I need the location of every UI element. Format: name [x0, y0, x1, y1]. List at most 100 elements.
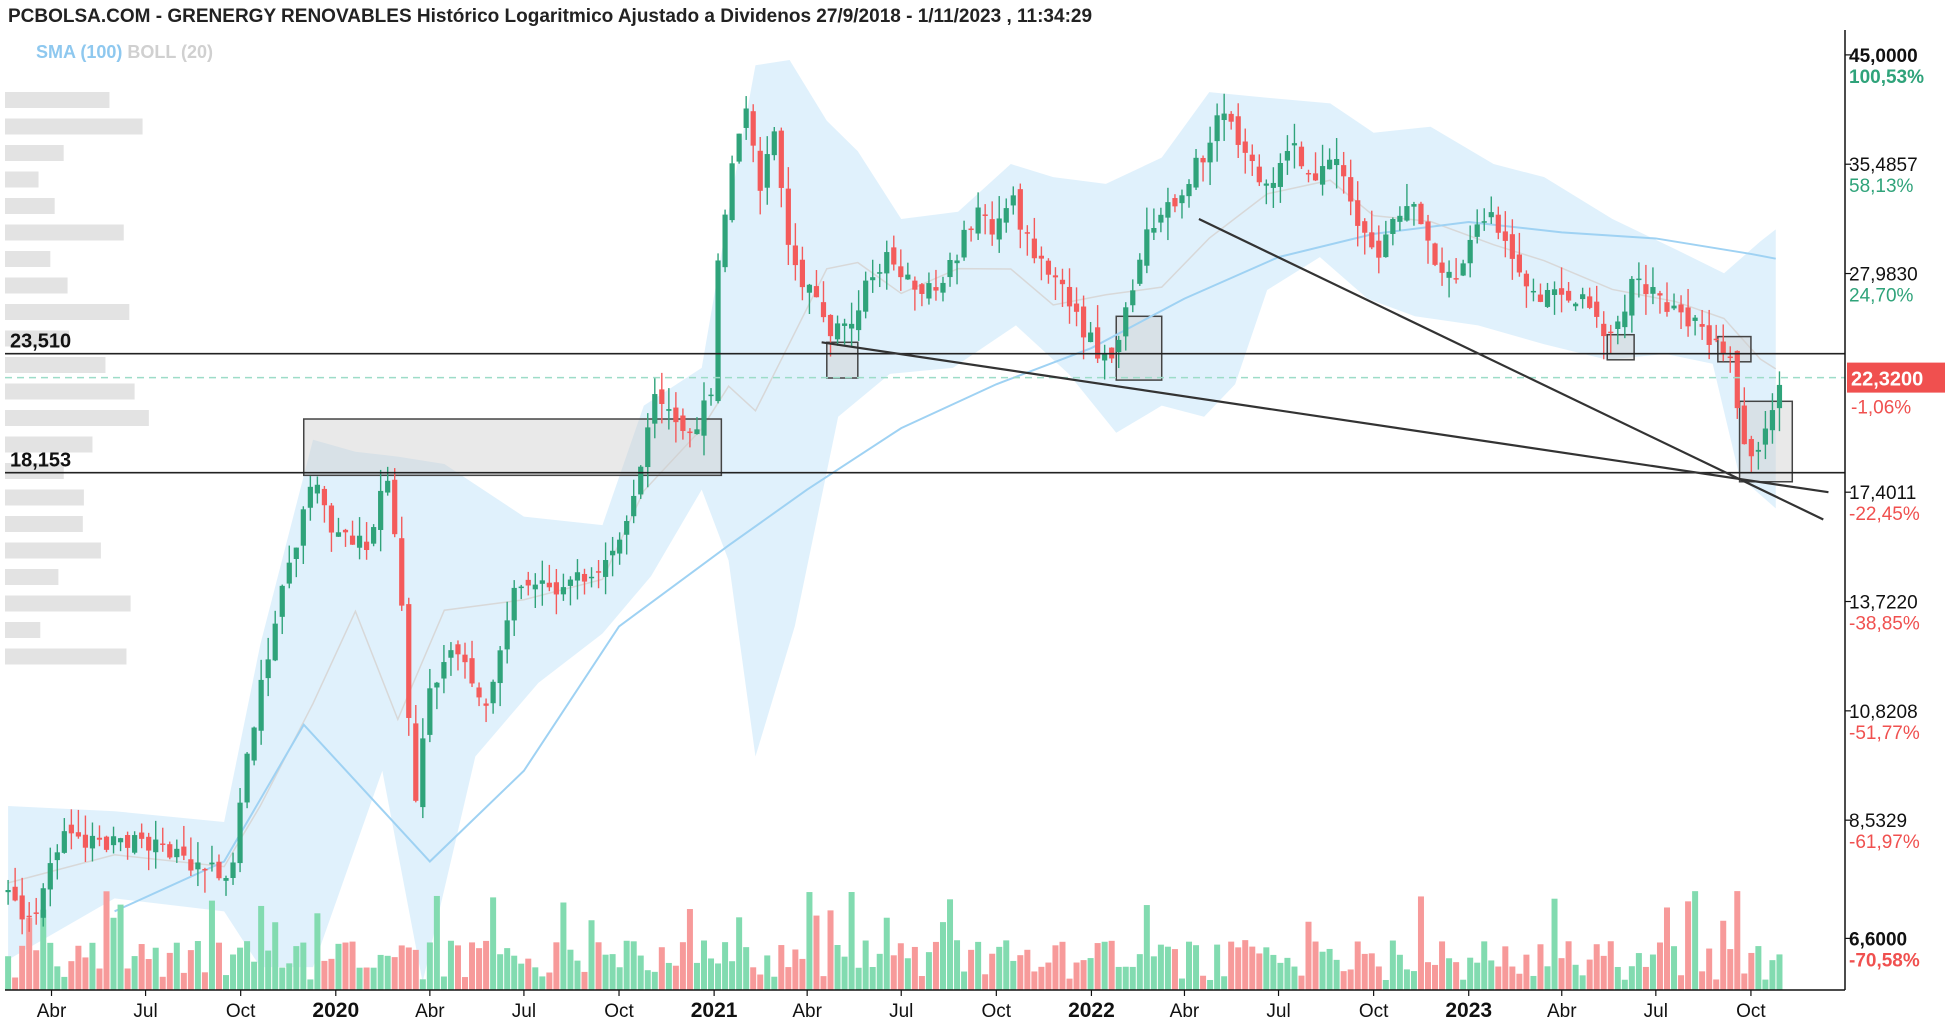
candle-body — [1397, 215, 1403, 222]
candle-body — [1116, 339, 1122, 353]
candle-body — [595, 571, 602, 573]
candle-body — [153, 839, 159, 853]
profile-bar — [5, 277, 68, 294]
volume-bar — [40, 909, 47, 990]
volume-bar — [1699, 971, 1706, 990]
candle-body — [1052, 275, 1059, 278]
candle-body — [216, 861, 222, 879]
volume-bar — [1052, 945, 1059, 990]
candle-body — [1305, 172, 1312, 175]
x-tick-label: 2021 — [691, 999, 738, 1022]
candle-body — [996, 218, 1002, 240]
candle-body — [448, 650, 454, 658]
volume-bar — [602, 954, 609, 990]
volume-bar — [342, 942, 349, 990]
volume-bar — [1572, 964, 1579, 990]
volume-bar — [1642, 966, 1649, 990]
candle-body — [877, 272, 883, 274]
candle-body — [1376, 240, 1382, 258]
trendline — [821, 341, 1829, 494]
volume-bar — [1671, 946, 1678, 990]
trendline — [1198, 218, 1824, 521]
candle-body — [441, 662, 447, 679]
candle-body — [1692, 317, 1698, 321]
volume-bar — [152, 947, 159, 990]
volume-bar — [546, 972, 553, 990]
volume-bar — [623, 940, 630, 990]
volume-bar — [1685, 901, 1692, 990]
candle-body — [1495, 214, 1501, 233]
volume-bar — [855, 967, 862, 990]
volume-bar — [771, 976, 778, 990]
candle-body — [638, 466, 644, 495]
volume-bar — [26, 917, 33, 990]
volume-bar — [1741, 973, 1748, 990]
volume-bar — [1347, 969, 1354, 990]
y-tick-pct: 100,53% — [1849, 67, 1924, 88]
candle-body — [1587, 296, 1593, 308]
candle-body — [103, 836, 110, 850]
candle-body — [1200, 157, 1206, 163]
volume-bar — [1467, 957, 1474, 990]
volume-bar — [799, 958, 806, 990]
candle-body — [61, 831, 67, 853]
candle-body — [1601, 323, 1607, 337]
y-tick-price: 17,4011 — [1849, 483, 1916, 504]
candle-body — [1565, 290, 1572, 301]
volume-bar — [869, 966, 876, 990]
candle-body — [884, 252, 890, 274]
volume-bar — [1748, 952, 1755, 990]
candle-body — [19, 895, 25, 920]
candle-body — [483, 703, 489, 706]
volume-bar — [1734, 891, 1741, 990]
volume-bar — [511, 955, 518, 990]
volume-bar — [841, 956, 848, 990]
volume-bar — [961, 971, 968, 990]
candle-body — [124, 835, 131, 848]
volume-bar — [1453, 962, 1460, 990]
candle-body — [919, 284, 925, 294]
candle-body — [645, 427, 651, 468]
volume-bar — [1284, 957, 1291, 990]
volume-bar — [932, 941, 939, 990]
candle-body — [89, 835, 96, 849]
candle-body — [1608, 331, 1614, 334]
candle-body — [610, 550, 616, 556]
candle-body — [870, 277, 876, 281]
volume-bar — [1628, 966, 1635, 990]
volume-bar — [1516, 973, 1523, 990]
volume-bar — [398, 945, 405, 990]
candle-body — [1720, 341, 1726, 354]
candle-body — [701, 400, 707, 436]
candle-body — [1319, 166, 1326, 185]
volume-bar — [925, 952, 932, 990]
volume-bar — [1600, 955, 1607, 990]
candle-body — [462, 654, 468, 663]
volume-bar — [1439, 941, 1446, 990]
volume-bar — [440, 976, 447, 990]
volume-bar — [679, 942, 686, 990]
volume-bar — [1509, 966, 1516, 990]
candle-body — [1404, 206, 1410, 221]
volume-bar — [363, 967, 370, 990]
boll-legend-label: BOLL (20) — [127, 42, 214, 62]
candle-body — [841, 323, 848, 326]
volume-bar — [1017, 955, 1024, 990]
volume-bar — [1523, 954, 1530, 990]
volume-bar — [1277, 962, 1284, 990]
candle-body — [982, 214, 988, 216]
volume-bar — [989, 953, 996, 990]
trendlines — [821, 218, 1829, 521]
profile-bar — [5, 251, 51, 267]
volume-bar — [1221, 976, 1228, 990]
volume-bar — [644, 970, 651, 990]
volume-bar — [412, 949, 419, 990]
volume-bar — [68, 961, 75, 990]
last-price-badge — [1847, 362, 1945, 393]
y-tick-pct: -61,97% — [1849, 832, 1920, 853]
volume-bar — [1115, 966, 1122, 990]
volume-bar — [1410, 971, 1417, 990]
volume-profile — [5, 92, 149, 665]
candle-body — [476, 687, 482, 698]
